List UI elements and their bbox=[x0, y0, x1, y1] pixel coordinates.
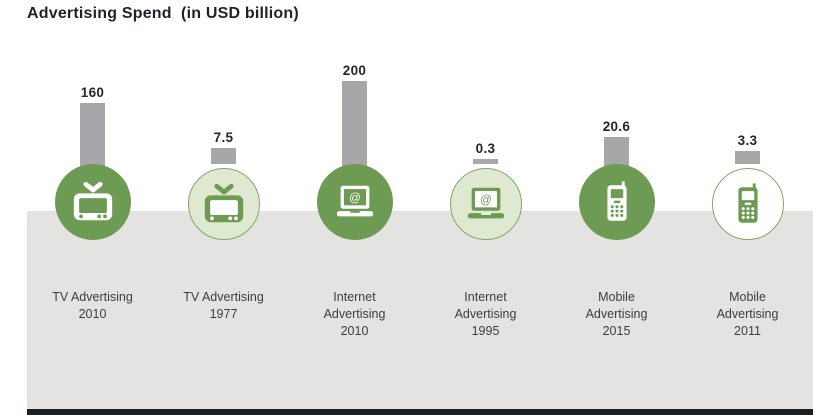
category-icon-circle bbox=[187, 168, 260, 240]
chart-title: Advertising Spend (in USD billion) bbox=[27, 5, 299, 22]
category-label: TV Advertising 2010 bbox=[52, 290, 133, 321]
chart-columns: 160 7.5 200 @ 0.3 @ 20.6 3.3 bbox=[27, 0, 813, 240]
gray-background-band bbox=[27, 211, 813, 409]
bar-value-label: 3.3 bbox=[737, 133, 758, 148]
bottom-rule bbox=[27, 409, 813, 415]
category-label: Mobile Advertising 2011 bbox=[716, 290, 779, 338]
category-icon-circle bbox=[54, 164, 131, 240]
category-icon-circle bbox=[578, 164, 655, 240]
chart-column: 20.6 bbox=[551, 0, 682, 240]
chart-column: 200 @ bbox=[289, 0, 420, 240]
bar-value-label: 20.6 bbox=[602, 119, 631, 134]
laptop-icon: @ bbox=[332, 179, 378, 225]
chart-column: 160 bbox=[27, 0, 158, 240]
tv-icon bbox=[201, 181, 247, 227]
category-label: Mobile Advertising 2015 bbox=[585, 290, 648, 338]
svg-text:@: @ bbox=[349, 193, 361, 205]
bar bbox=[473, 159, 498, 164]
chart-column: 7.5 bbox=[158, 0, 289, 240]
bar bbox=[342, 81, 367, 169]
bar-value-label: 160 bbox=[80, 85, 105, 100]
chart-column: 3.3 bbox=[682, 0, 813, 240]
category-label: Internet Advertising 2010 bbox=[323, 290, 386, 338]
category-icon-circle: @ bbox=[449, 168, 522, 240]
tv-icon bbox=[70, 179, 116, 225]
bar-value-label: 200 bbox=[342, 63, 367, 78]
svg-text:@: @ bbox=[480, 195, 492, 207]
bar bbox=[211, 148, 236, 164]
mobile-icon bbox=[725, 181, 771, 227]
category-icon-circle: @ bbox=[316, 164, 393, 240]
category-icon-circle bbox=[711, 168, 784, 240]
bar bbox=[80, 103, 105, 169]
bar-value-label: 0.3 bbox=[475, 141, 496, 156]
category-labels: TV Advertising 2010 TV Advertising 1977 … bbox=[27, 289, 813, 340]
laptop-icon: @ bbox=[463, 181, 509, 227]
bar-value-label: 7.5 bbox=[213, 130, 234, 145]
chart-column: 0.3 @ bbox=[420, 0, 551, 240]
category-label: TV Advertising 1977 bbox=[183, 290, 264, 321]
category-label: Internet Advertising 1995 bbox=[454, 290, 517, 338]
bar bbox=[735, 151, 760, 164]
mobile-icon bbox=[594, 179, 640, 225]
bar bbox=[604, 137, 629, 169]
